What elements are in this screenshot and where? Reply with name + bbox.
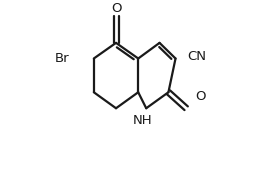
Text: Br: Br — [55, 52, 69, 65]
Text: O: O — [111, 2, 121, 15]
Text: CN: CN — [187, 50, 206, 63]
Text: O: O — [195, 90, 206, 103]
Text: NH: NH — [133, 114, 153, 127]
